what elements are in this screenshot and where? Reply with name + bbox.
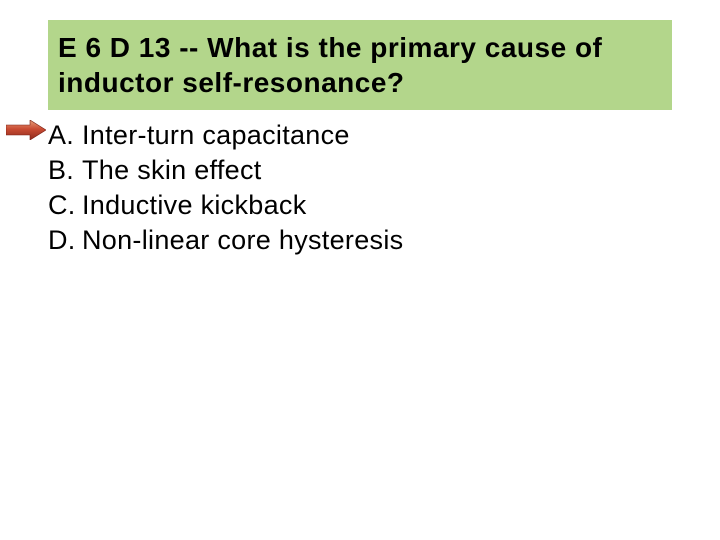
answer-letter: D. [48,223,82,258]
answer-text: The skin effect [82,153,262,188]
answer-option: D. Non-linear core hysteresis [48,223,672,258]
question-box: E 6 D 13 -- What is the primary cause of… [48,20,672,110]
answers-list: A. Inter-turn capacitance B. The skin ef… [48,118,672,258]
answer-option: A. Inter-turn capacitance [48,118,672,153]
answer-option: B. The skin effect [48,153,672,188]
answer-text: Inter-turn capacitance [82,118,350,153]
answer-text: Non-linear core hysteresis [82,223,403,258]
question-text: E 6 D 13 -- What is the primary cause of… [58,30,662,100]
answer-letter: B. [48,153,82,188]
answer-letter: A. [48,118,82,153]
answer-text: Inductive kickback [82,188,307,223]
answer-option: C. Inductive kickback [48,188,672,223]
correct-answer-arrow-icon [6,120,46,140]
answer-letter: C. [48,188,82,223]
